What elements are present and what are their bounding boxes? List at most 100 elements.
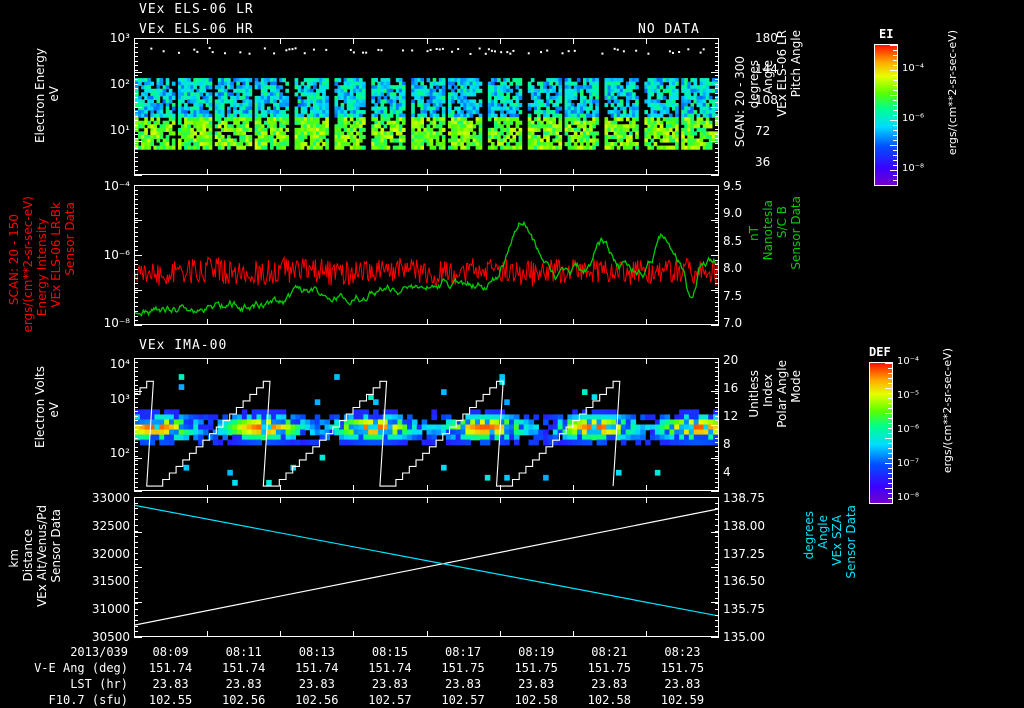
bottom-cell-ve-ang-6: 151.75 [587, 661, 631, 675]
tick-left-p4-2 [134, 508, 138, 509]
tick-left-p2-25 [134, 302, 138, 303]
tick-x-top-p3-6 [573, 358, 574, 364]
tick-right-major-p4-0 [711, 497, 719, 498]
tick-right-p1-29 [715, 170, 719, 171]
bottom-cell-time-7: 08:23 [664, 645, 701, 659]
panel2-left-axis-label-line-2: Energy Intensity [35, 218, 49, 317]
tick-left-p4-17 [134, 592, 138, 593]
tick-x-bot-p1-1 [207, 169, 208, 175]
tick-x-top-p3-7 [646, 358, 647, 364]
bottom-cell-f107-6: 102.58 [587, 693, 631, 707]
tick-left-p3-7 [134, 389, 138, 390]
tick-left-p4-1 [134, 503, 138, 504]
tick-right-p3-14 [715, 420, 719, 421]
tick-x-bot-p4-3 [353, 631, 354, 637]
panel2-right-axis-label-line-1: S/C B [775, 206, 789, 239]
tick-right-p2-5 [715, 208, 719, 209]
tick-right-p3-7 [715, 389, 719, 390]
tick-left-p2-13 [134, 246, 138, 247]
tick-right-p1-14 [715, 102, 719, 103]
tick-left-p1-12 [134, 93, 138, 94]
tick-right-p3-1 [715, 362, 719, 363]
panel4-left-axis-label-line-0: Sensor Data [49, 509, 63, 583]
panel4-right-ytick-4: 135.75 [723, 602, 765, 616]
tick-left-p4-8 [134, 542, 138, 543]
tick-right-p3-29 [715, 487, 719, 488]
tick-right-p1-22 [715, 138, 719, 139]
tick-x-bot-p4-4 [427, 631, 428, 637]
panel1-no-data-label: NO DATA [638, 22, 700, 37]
tick-right-p4-17 [715, 592, 719, 593]
panel2-ytick-2: 10⁻⁸ [103, 316, 130, 330]
panel2-left-axis-label-line-0: Sensor Data [63, 202, 77, 276]
tick-right-major-p2-1 [711, 220, 719, 221]
tick-right-major-p4-3 [711, 602, 719, 603]
tick-right-p3-21 [715, 451, 719, 452]
tick-right-p1-2 [715, 47, 719, 48]
tick-x-bot-p1-7 [646, 169, 647, 175]
tick-x-top-p4-2 [280, 497, 281, 503]
panel3-right-ytick-3: 8 [723, 437, 731, 451]
panel4-right-axis-label-line-0: Sensor Data [844, 505, 858, 579]
tick-x-bot-p1-2 [280, 169, 281, 175]
tick-left-major-p2-3 [134, 290, 142, 291]
panel4-right-ytick-5: 135.00 [723, 630, 765, 644]
panel2-right-ytick-4: 7.5 [723, 289, 743, 303]
panel3-ytick-1: 10³ [109, 392, 130, 406]
tick-left-major-p3-2 [134, 425, 142, 426]
tick-left-p2-8 [134, 222, 138, 223]
tick-left-p1-18 [134, 120, 138, 121]
tick-right-major-p2-2 [711, 255, 719, 256]
tick-left-p4-19 [134, 603, 138, 604]
tick-left-p1-23 [134, 143, 138, 144]
tick-left-major-p2-1 [134, 220, 142, 221]
bottom-cell-time-5: 08:19 [518, 645, 555, 659]
panel1-title-hr: VEx ELS-06 HR [139, 22, 254, 37]
tick-right-p2-29 [715, 320, 719, 321]
tick-left-p3-9 [134, 398, 138, 399]
tick-right-major-p4-4 [711, 637, 719, 638]
tick-x-bot-p2-1 [207, 319, 208, 325]
tick-left-p2-28 [134, 316, 138, 317]
tick-right-p1-5 [715, 61, 719, 62]
tick-x-top-p2-5 [500, 185, 501, 191]
tick-left-p2-9 [134, 227, 138, 228]
tick-right-p4-7 [715, 536, 719, 537]
tick-right-p3-27 [715, 478, 719, 479]
tick-left-p3-19 [134, 442, 138, 443]
tick-right-p1-7 [715, 70, 719, 71]
tick-left-p1-21 [134, 134, 138, 135]
tick-left-p2-1 [134, 190, 138, 191]
tick-x-top-p3-2 [280, 358, 281, 364]
tick-right-major-p3-0 [711, 358, 719, 359]
panel1-right-axis-label-line-4: SCAN: 20 - 300 [733, 56, 747, 148]
tick-right-p2-24 [715, 297, 719, 298]
panel1-right-axis-label-line-0: Pitch Angle [789, 30, 803, 98]
tick-left-p2-19 [134, 274, 138, 275]
tick-left-p2-26 [134, 306, 138, 307]
tick-right-p3-10 [715, 402, 719, 403]
tick-right-p3-16 [715, 429, 719, 430]
tick-right-p4-6 [715, 531, 719, 532]
panel2-right-ytick-3: 8.0 [723, 261, 743, 275]
panel-energy-intensity-magnetic-field [134, 185, 719, 325]
tick-x-top-p2-2 [280, 185, 281, 191]
tick-right-p3-5 [715, 380, 719, 381]
tick-right-p1-9 [715, 79, 719, 80]
tick-left-p1-11 [134, 88, 138, 89]
bottom-cell-ve-ang-7: 151.75 [660, 661, 705, 675]
panel2-right-ytick-2: 8.5 [723, 234, 743, 248]
tick-right-p1-24 [715, 148, 719, 149]
tick-x-top-p2-7 [646, 185, 647, 191]
tick-left-p3-20 [134, 447, 138, 448]
panel4-right-ytick-3: 136.50 [723, 574, 765, 588]
tick-right-p4-2 [715, 508, 719, 509]
panel1-right-ytick-3: 72 [755, 124, 771, 138]
panel1-ytick-2: 10¹ [109, 123, 130, 137]
tick-right-p2-1 [715, 190, 719, 191]
tick-right-p4-3 [715, 514, 719, 515]
tick-right-p4-13 [715, 570, 719, 571]
panel4-left-axis-label-line-2: Distance [21, 529, 35, 582]
panel2-left-axis-label-line-4: SCAN: 20 - 150 [7, 214, 21, 306]
